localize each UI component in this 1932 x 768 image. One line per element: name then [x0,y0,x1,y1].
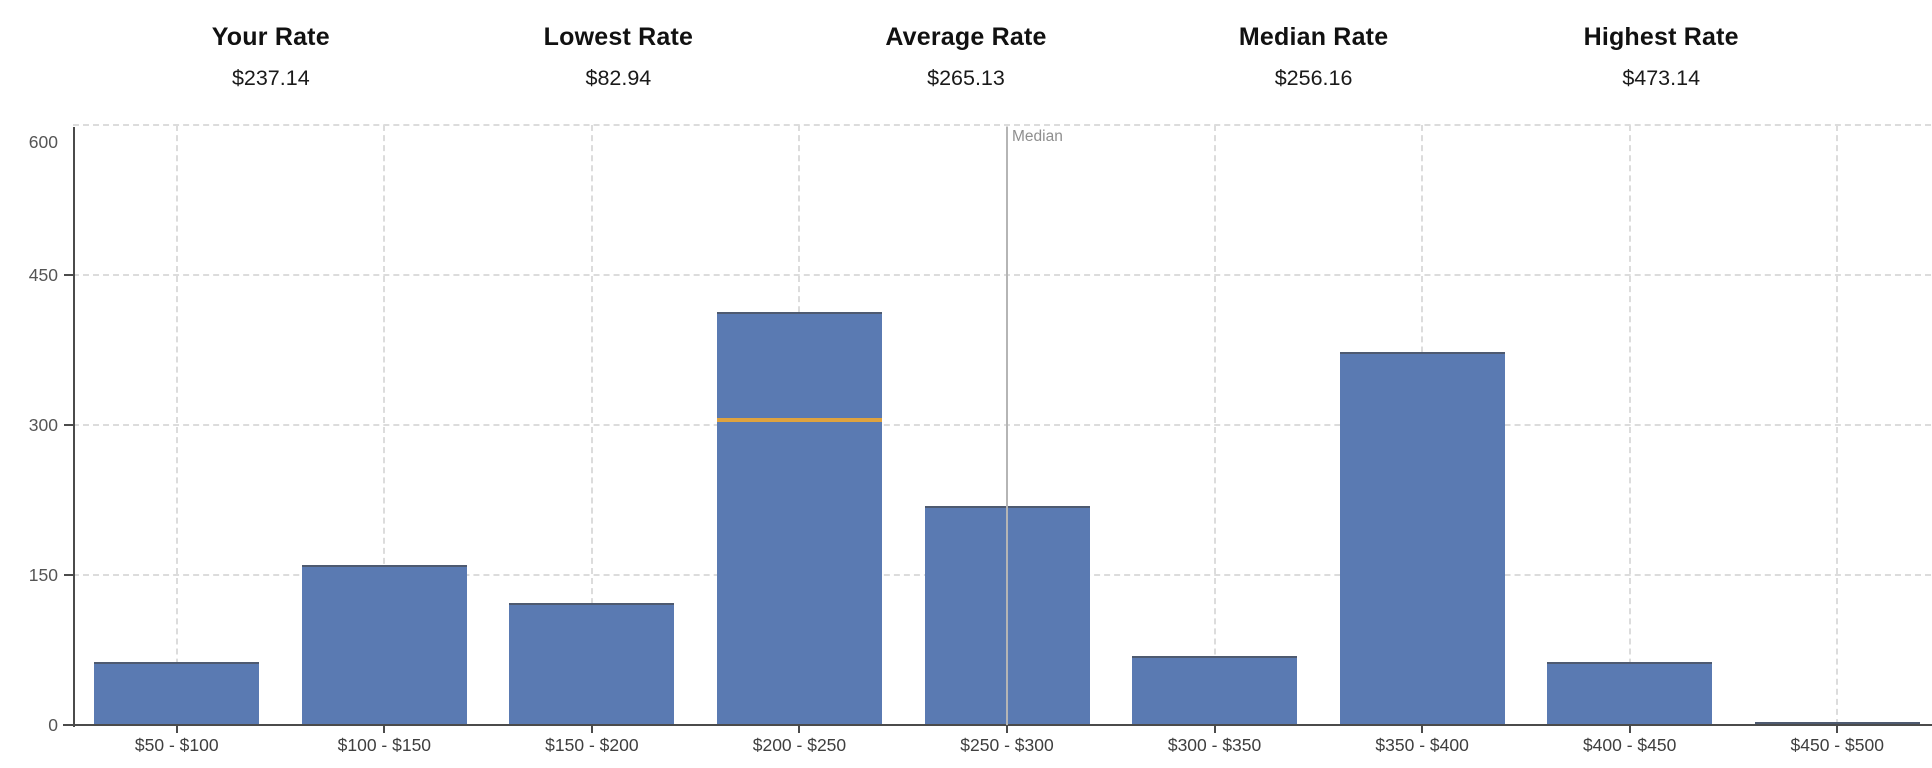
stat-your-rate: Your Rate $237.14 [97,20,445,91]
x-axis-tick [175,726,178,733]
y-axis-label: 300 [28,415,58,435]
median-line [1006,127,1008,725]
y-axis-label: 0 [48,715,58,735]
bar-150-200[interactable] [509,603,675,725]
rate-histogram-plot-area: 0 150 300 450 600 $50 - $100 $100 - $150 $150 -… [29,124,1932,755]
gridline-vertical [1628,125,1631,725]
stat-value: $237.14 [231,66,310,90]
stat-label: Highest Rate [1583,23,1739,51]
gridline-vertical [1836,125,1839,725]
x-axis-label: $150 - $200 [545,735,639,755]
x-axis-label: $50 - $100 [134,735,219,755]
stat-average-rate: Average Rate $265.13 [792,20,1140,91]
y-axis-tick [64,424,73,426]
gridline-vertical [590,125,593,725]
x-axis-label: $200 - $250 [752,735,847,755]
bar-450-500[interactable] [1754,722,1920,725]
x-axis-tick [798,726,801,733]
bar-100-150[interactable] [301,565,467,725]
x-axis-tick [590,726,593,733]
rate-stats-row: Your Rate $237.14 Lowest Rate $82.94 Average… [0,0,1932,91]
gridline-horizontal [73,124,1932,126]
bar-200-250[interactable] [716,312,882,725]
y-axis-label: 450 [28,265,58,285]
stat-median-rate: Median Rate $256.16 [1140,20,1488,91]
your-rate-marker-line [716,418,882,422]
x-axis-label: $400 - $450 [1582,735,1677,755]
stat-value: $265.13 [927,66,1005,90]
y-axis-tick [64,274,73,276]
x-axis-label: $100 - $150 [337,735,432,755]
bar-400-450[interactable] [1547,662,1713,725]
stat-label: Median Rate [1238,23,1389,51]
x-axis-tick [383,726,386,733]
y-axis-label: 150 [28,565,58,585]
x-axis-tick [1006,726,1008,733]
gridline-horizontal [73,274,1932,276]
y-axis-line [73,127,75,727]
stat-value: $473.14 [1622,66,1701,90]
x-axis-label: $250 - $300 [960,735,1054,755]
x-axis-label: $300 - $350 [1167,735,1262,755]
y-axis-label: 600 [28,132,58,152]
x-axis-tick [1836,726,1839,733]
x-axis-label: $450 - $500 [1790,735,1884,755]
stat-highest-rate: Highest Rate $473.14 [1487,20,1835,91]
bar-350-400[interactable] [1339,352,1505,725]
stat-label: Lowest Rate [543,23,694,51]
x-axis-tick [1213,726,1216,733]
gridline-vertical [175,125,178,725]
x-axis-line [63,724,1932,726]
x-axis-tick [1421,726,1424,733]
stat-lowest-rate: Lowest Rate $82.94 [445,20,793,91]
x-axis-tick [1628,726,1631,733]
x-axis-label: $350 - $400 [1375,735,1469,755]
stat-label: Average Rate [885,23,1047,51]
gridline-vertical [1213,125,1216,725]
stat-label: Your Rate [211,23,330,51]
median-label: Median [1012,128,1063,145]
gridline-horizontal [73,424,1932,426]
gridline-vertical [383,125,386,725]
stat-value: $256.16 [1274,66,1353,90]
bar-300-350[interactable] [1132,656,1298,725]
y-axis-tick [64,574,73,576]
stat-value: $82.94 [585,66,652,90]
bar-50-100[interactable] [94,662,260,725]
